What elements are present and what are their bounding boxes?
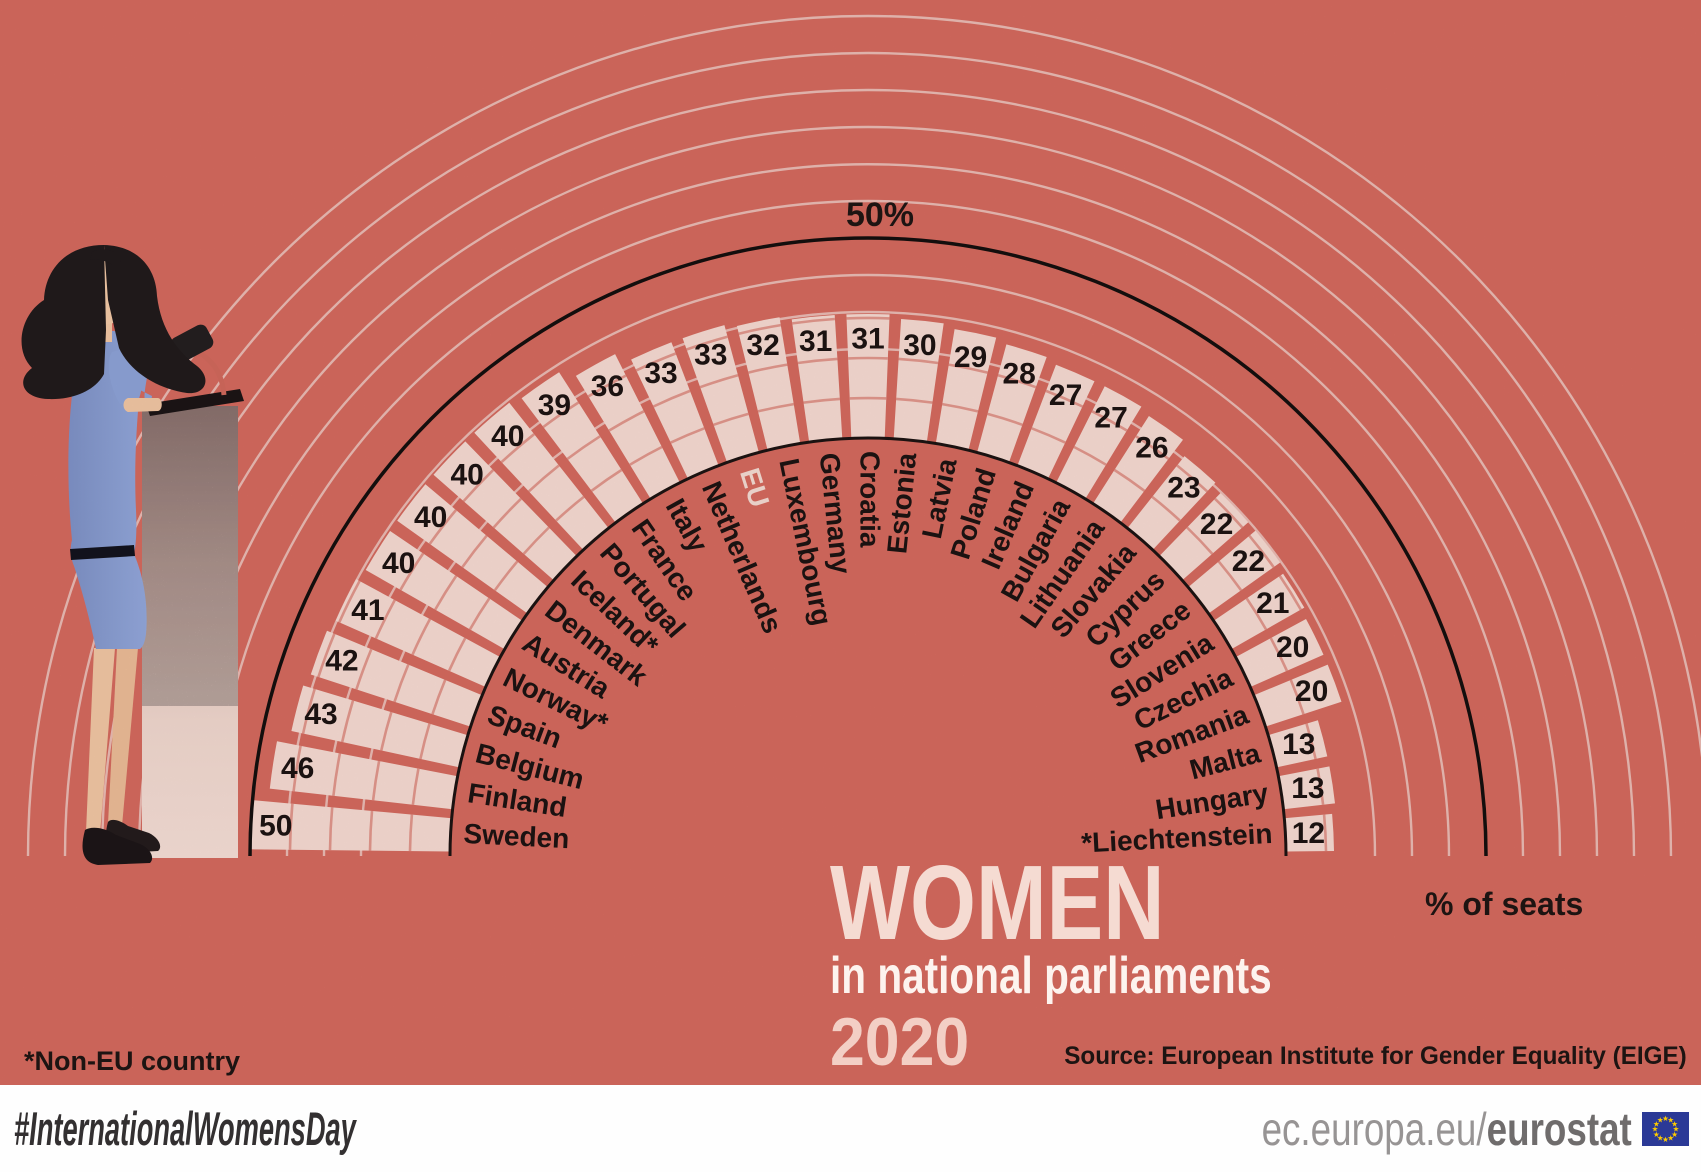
url-bold-part: eurostat — [1486, 1102, 1632, 1155]
percent-of-seats-label: % of seats — [1425, 886, 1584, 922]
eu-flag-star: ★ — [1673, 1124, 1680, 1133]
footer-band: #InternationalWomensDay ec.europa.eu/eur… — [0, 1085, 1701, 1172]
eurostat-url-group: ec.europa.eu/eurostat ★ ★ ★ ★ ★ ★ ★ ★ ★ ★ ★ ★ — [1169, 1102, 1689, 1156]
grain-overlay — [0, 0, 1701, 1085]
eu-flag-star: ★ — [1653, 1119, 1660, 1128]
eu-flag-star: ★ — [1662, 1135, 1669, 1144]
eu-flag-star: ★ — [1671, 1119, 1678, 1128]
eu-flag-star: ★ — [1652, 1124, 1659, 1133]
fifty-percent-arc-label: 50% — [845, 196, 915, 234]
eu-flag-star: ★ — [1667, 1133, 1674, 1142]
eu-flag-star: ★ — [1657, 1133, 1664, 1142]
url-regular-part: ec.europa.eu/ — [1261, 1102, 1487, 1155]
eu-flag-star: ★ — [1667, 1115, 1674, 1124]
eu-flag-star: ★ — [1653, 1129, 1660, 1138]
non-eu-footnote: *Non-EU country — [24, 1046, 240, 1076]
hashtag-label: #InternationalWomensDay — [14, 1102, 356, 1155]
eu-flag-icon: ★★★★★★★★★★★★ — [1642, 1111, 1689, 1146]
eu-flag-star: ★ — [1671, 1129, 1678, 1138]
eu-flag-field — [1642, 1111, 1689, 1146]
eurostat-url: ec.europa.eu/eurostat — [1262, 1102, 1632, 1156]
eu-flag-star: ★ — [1662, 1114, 1669, 1123]
source-credit: Source: European Institute for Gender Eq… — [1064, 1042, 1687, 1070]
eu-flag-star: ★ — [1657, 1115, 1664, 1124]
